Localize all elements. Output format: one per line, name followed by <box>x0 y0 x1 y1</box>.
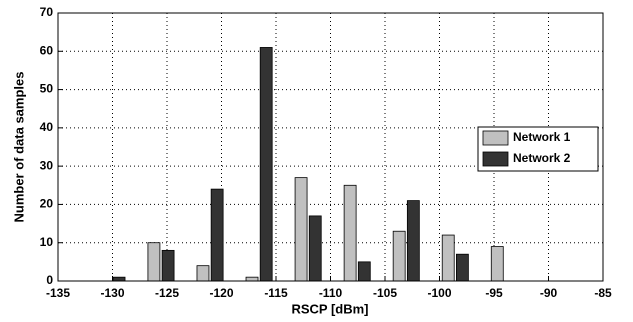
x-tick-label: -95 <box>485 286 503 300</box>
bar <box>455 253 469 282</box>
legend-label: Network 1 <box>513 130 571 144</box>
x-tick-label: -100 <box>427 286 451 300</box>
bar <box>259 47 273 282</box>
bar <box>210 188 224 282</box>
y-tick-label: 50 <box>40 82 54 96</box>
x-tick-label: -85 <box>594 286 612 300</box>
bar <box>490 246 504 282</box>
x-tick-label: -120 <box>209 286 233 300</box>
bar <box>343 184 357 282</box>
bar <box>406 200 420 282</box>
bar <box>308 215 322 282</box>
plot-frame <box>57 12 604 282</box>
legend-swatch <box>482 151 509 167</box>
bar <box>357 261 371 282</box>
y-tick-label: 0 <box>46 273 53 287</box>
x-axis-title: RSCP [dBm] <box>291 301 368 316</box>
x-tick-label: -130 <box>100 286 124 300</box>
bar <box>147 242 161 282</box>
x-tick-label: -110 <box>319 286 343 300</box>
y-tick-label: 30 <box>40 158 54 172</box>
bar <box>392 230 406 282</box>
x-tick-label: -90 <box>540 286 558 300</box>
x-tick-label: -135 <box>46 286 70 300</box>
y-axis-title: Number of data samples <box>11 72 26 223</box>
y-tick-label: 10 <box>40 235 54 249</box>
bar <box>196 265 210 282</box>
y-tick-label: 20 <box>40 197 54 211</box>
y-tick-label: 70 <box>40 5 54 19</box>
y-tick-label: 40 <box>40 120 54 134</box>
x-tick-label: -105 <box>373 286 397 300</box>
bar <box>112 276 126 282</box>
bar <box>294 177 308 282</box>
bar <box>161 249 175 282</box>
legend-swatch <box>482 130 509 146</box>
y-tick-label: 60 <box>40 43 54 57</box>
x-tick-label: -115 <box>264 286 288 300</box>
bar <box>441 234 455 282</box>
legend-label: Network 2 <box>513 151 571 165</box>
bar <box>245 276 259 282</box>
x-tick-label: -125 <box>155 286 179 300</box>
